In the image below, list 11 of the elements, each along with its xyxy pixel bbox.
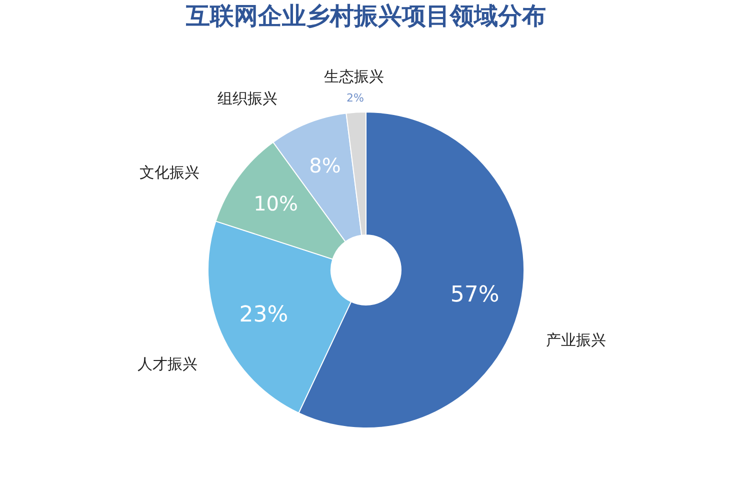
slice-label: 组织振兴 (217, 90, 278, 108)
data-label: 2% (346, 91, 364, 104)
data-label: 8% (309, 153, 341, 178)
data-label: 57% (450, 282, 500, 308)
slice-label: 产业振兴 (546, 330, 606, 349)
data-label: 10% (254, 191, 298, 216)
slice-label: 人才振兴 (137, 354, 198, 373)
slice-label: 生态振兴 (324, 67, 384, 86)
slice-label: 文化振兴 (139, 164, 200, 182)
data-label: 23% (239, 302, 288, 328)
chart-title: 互联网企业乡村振兴项目领域分布 (185, 2, 546, 30)
